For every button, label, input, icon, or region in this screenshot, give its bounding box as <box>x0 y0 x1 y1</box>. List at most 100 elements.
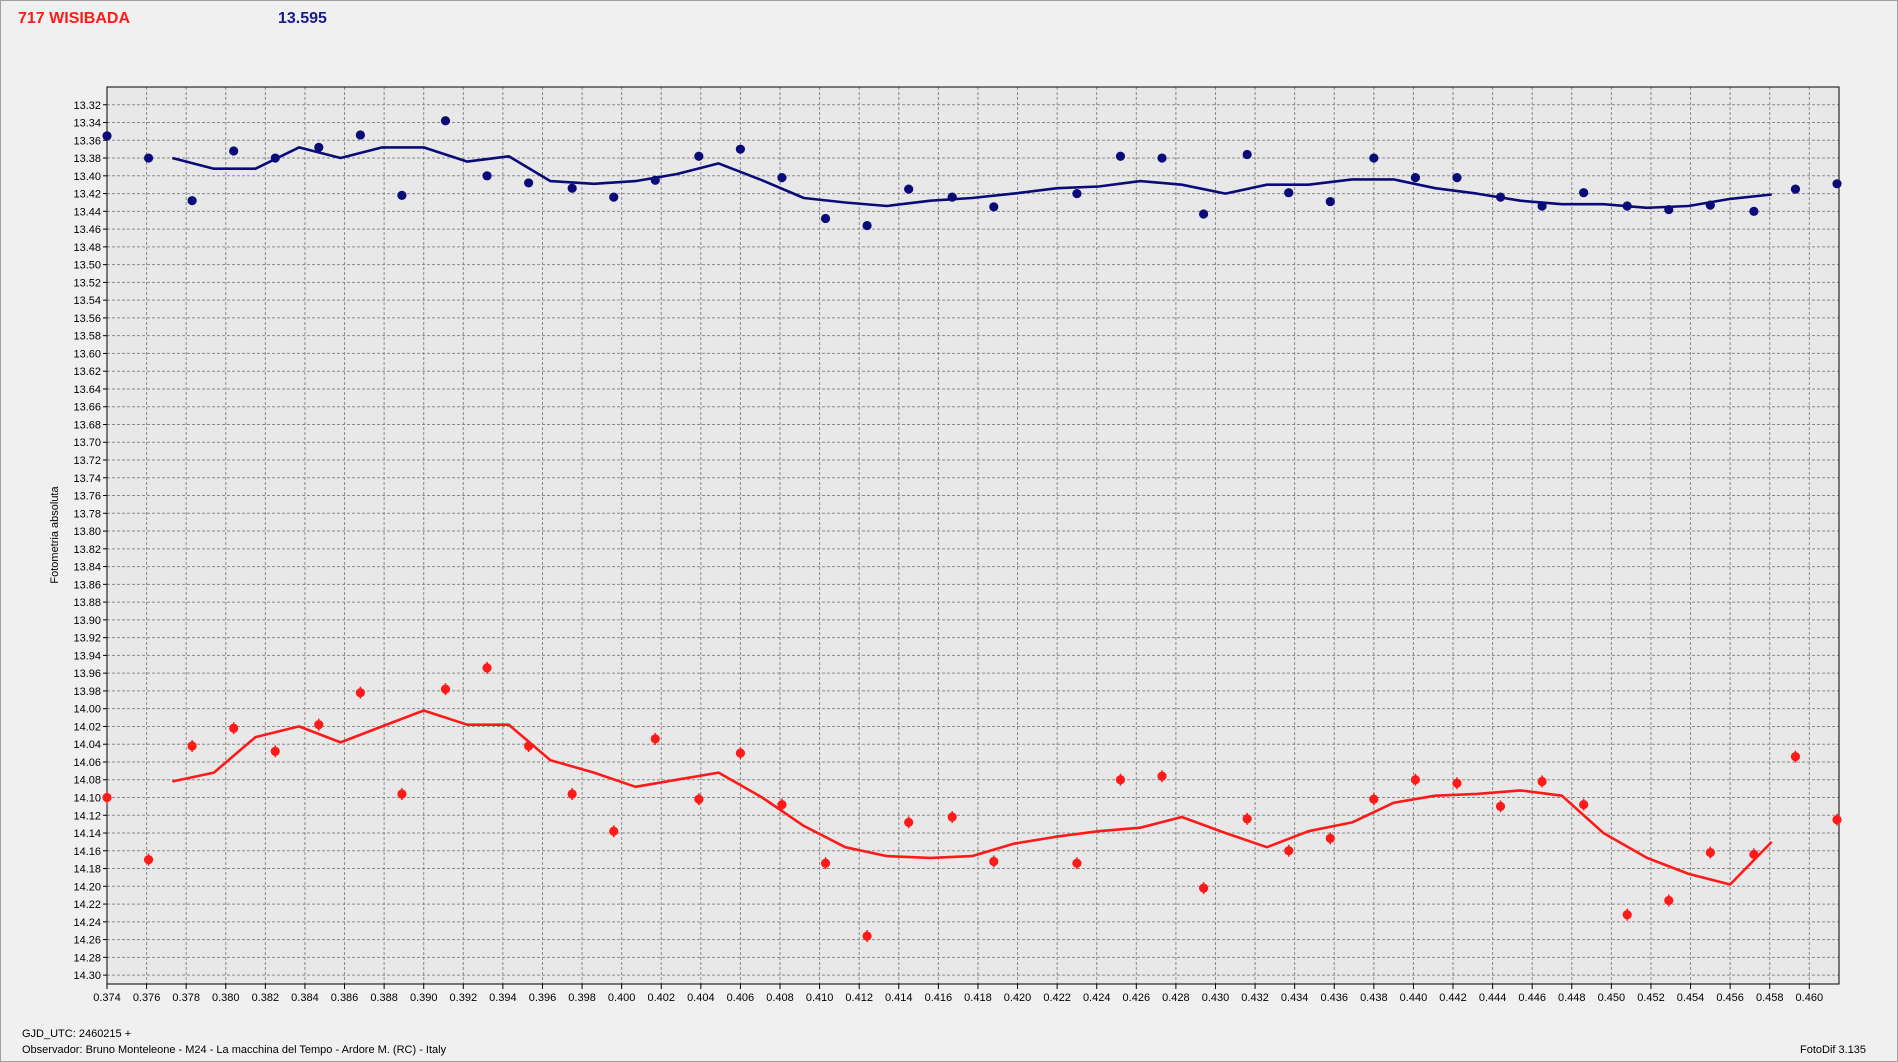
x-tick-label: 0.400 <box>608 992 636 1004</box>
upper-data-point <box>1622 201 1632 211</box>
upper-data-point <box>862 220 872 231</box>
x-tick-label: 0.380 <box>212 992 240 1004</box>
y-tick-label: 13.58 <box>73 331 101 343</box>
y-tick-label: 13.80 <box>73 526 101 538</box>
y-tick-label: 13.56 <box>73 313 101 325</box>
upper-data-point <box>314 142 324 152</box>
x-tick-label: 0.378 <box>172 992 200 1004</box>
upper-data-point <box>1199 209 1209 219</box>
x-tick-label: 0.404 <box>687 992 715 1004</box>
x-tick-label: 0.444 <box>1479 992 1507 1004</box>
x-tick-label: 0.448 <box>1558 992 1586 1004</box>
x-tick-label: 0.422 <box>1043 992 1071 1004</box>
x-tick-label: 0.376 <box>133 992 161 1004</box>
x-tick-label: 0.384 <box>291 992 319 1004</box>
x-tick-label: 0.386 <box>331 992 359 1004</box>
y-tick-label: 14.18 <box>73 864 101 876</box>
x-tick-label: 0.388 <box>370 992 398 1004</box>
y-tick-label: 13.74 <box>73 473 101 485</box>
upper-data-point <box>102 131 112 141</box>
gjd-label: GJD_UTC: 2460215 + <box>22 1028 132 1040</box>
upper-data-point <box>1325 196 1335 207</box>
upper-data-point <box>1284 188 1294 198</box>
y-tick-label: 13.90 <box>73 615 101 627</box>
y-tick-label: 13.82 <box>73 544 101 556</box>
upper-data-point <box>947 192 957 202</box>
upper-data-point <box>609 192 619 202</box>
y-tick-label: 13.40 <box>73 171 101 183</box>
x-tick-label: 0.382 <box>252 992 280 1004</box>
upper-data-point <box>270 153 280 163</box>
x-tick-label: 0.434 <box>1281 992 1309 1004</box>
y-tick-label: 13.86 <box>73 579 101 591</box>
upper-data-point <box>355 130 365 140</box>
x-tick-label: 0.394 <box>489 992 517 1004</box>
y-tick-label: 14.26 <box>73 935 101 947</box>
upper-data-point <box>1790 184 1801 194</box>
upper-data-point <box>1664 204 1674 215</box>
x-tick-label: 0.428 <box>1162 992 1190 1004</box>
x-tick-label: 0.410 <box>806 992 834 1004</box>
x-tick-label: 0.442 <box>1439 992 1467 1004</box>
upper-data-point <box>1410 172 1421 183</box>
x-tick-label: 0.438 <box>1360 992 1388 1004</box>
y-tick-label: 13.76 <box>73 491 101 503</box>
y-tick-label: 13.36 <box>73 135 101 147</box>
x-tick-label: 0.396 <box>529 992 557 1004</box>
upper-data-point <box>735 144 746 154</box>
x-tick-label: 0.408 <box>766 992 794 1004</box>
reference-magnitude: 13.595 <box>278 10 327 27</box>
upper-data-point <box>694 151 704 161</box>
upper-data-point <box>440 116 451 126</box>
upper-data-point <box>1369 153 1379 163</box>
upper-data-point <box>1495 192 1506 202</box>
y-tick-label: 14.04 <box>73 739 101 751</box>
upper-data-point <box>904 184 914 194</box>
software-version: FotoDif 3.135 <box>1800 1044 1867 1056</box>
y-tick-label: 14.16 <box>73 846 101 858</box>
upper-data-point <box>1705 200 1715 210</box>
y-tick-label: 13.78 <box>73 508 101 520</box>
upper-data-point <box>989 202 999 212</box>
y-tick-label: 13.72 <box>73 455 101 467</box>
x-tick-label: 0.460 <box>1796 992 1824 1004</box>
y-tick-label: 14.00 <box>73 704 101 716</box>
x-tick-label: 0.450 <box>1598 992 1626 1004</box>
y-tick-label: 13.98 <box>73 686 101 698</box>
y-tick-label: 14.30 <box>73 970 101 982</box>
y-tick-label: 14.20 <box>73 881 101 893</box>
y-tick-label: 13.68 <box>73 419 101 431</box>
y-tick-label: 14.22 <box>73 899 101 911</box>
y-tick-label: 13.66 <box>73 402 101 414</box>
y-tick-label: 13.32 <box>73 100 101 112</box>
y-tick-label: 14.14 <box>73 828 101 840</box>
upper-data-point <box>1452 172 1462 183</box>
x-tick-label: 0.390 <box>410 992 438 1004</box>
y-tick-label: 13.46 <box>73 224 101 236</box>
x-tick-label: 0.436 <box>1320 992 1348 1004</box>
upper-data-point <box>1115 151 1126 161</box>
x-tick-label: 0.392 <box>450 992 478 1004</box>
y-tick-label: 13.50 <box>73 260 101 272</box>
y-tick-label: 13.60 <box>73 348 101 360</box>
upper-data-point <box>1749 206 1759 216</box>
upper-data-point <box>524 178 534 188</box>
y-tick-label: 14.02 <box>73 721 101 733</box>
upper-data-point <box>1832 179 1842 189</box>
x-tick-label: 0.420 <box>1004 992 1032 1004</box>
x-tick-label: 0.412 <box>845 992 873 1004</box>
x-tick-label: 0.414 <box>885 992 913 1004</box>
upper-data-point <box>1242 149 1252 160</box>
upper-data-point <box>567 183 577 193</box>
x-tick-label: 0.440 <box>1400 992 1428 1004</box>
y-tick-label: 13.88 <box>73 597 101 609</box>
x-tick-label: 0.430 <box>1202 992 1230 1004</box>
y-tick-label: 13.38 <box>73 153 101 165</box>
y-tick-label: 13.42 <box>73 189 101 201</box>
upper-trend-line <box>171 146 1772 210</box>
upper-data-point <box>143 153 154 163</box>
y-tick-label: 14.12 <box>73 810 101 822</box>
upper-data-point <box>229 146 239 156</box>
y-tick-label: 14.06 <box>73 757 101 769</box>
